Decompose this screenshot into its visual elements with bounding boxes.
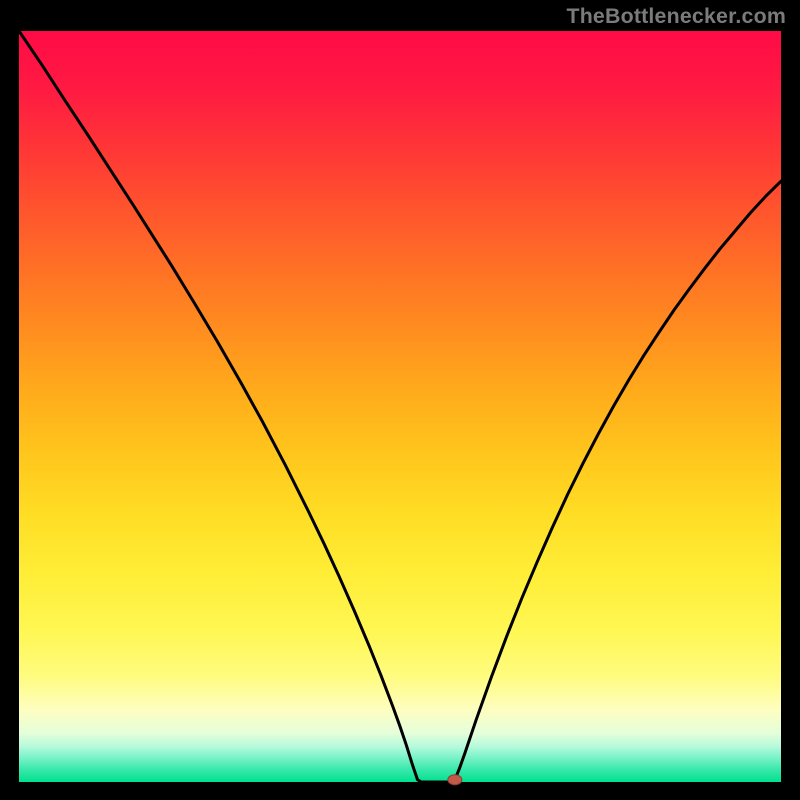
- watermark-text: TheBottlenecker.com: [566, 4, 786, 29]
- chart-frame: TheBottlenecker.com: [0, 0, 800, 800]
- optimal-point-marker: [448, 775, 462, 785]
- plot-area: [19, 31, 781, 782]
- bottleneck-chart: [0, 0, 800, 800]
